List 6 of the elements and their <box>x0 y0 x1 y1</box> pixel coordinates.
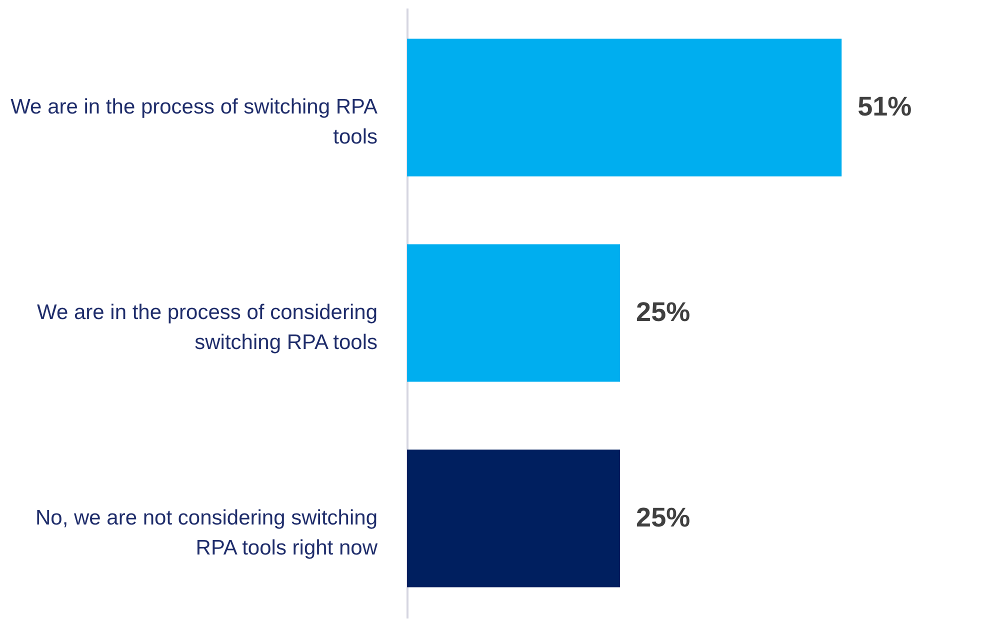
data-label: 51% <box>858 92 912 122</box>
y-tick-label: We are in the process of switching RPA tools <box>10 96 378 149</box>
y-tick-label: No, we are not considering switching RPA tools right now <box>35 506 378 560</box>
data-label: 25% <box>636 297 690 327</box>
data-label: 25% <box>636 502 690 532</box>
y-tick-label: We are in the process of considering switching RPA tools <box>37 301 378 354</box>
